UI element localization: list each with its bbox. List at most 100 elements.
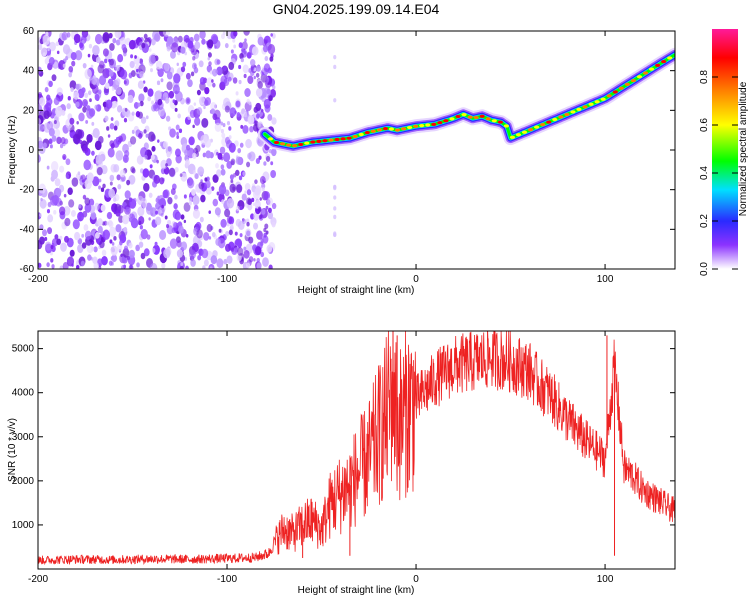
noise-speckle xyxy=(68,199,75,208)
noise-speckle xyxy=(190,259,196,267)
noise-speckle xyxy=(230,179,234,184)
noise-speckle xyxy=(228,76,232,82)
noise-speckle xyxy=(180,214,185,220)
noise-speckle xyxy=(54,129,61,137)
track-peak xyxy=(600,97,606,101)
noise-speckle xyxy=(155,210,159,215)
noise-speckle xyxy=(199,77,206,85)
noise-speckle xyxy=(47,227,53,235)
noise-speckle xyxy=(333,64,337,70)
noise-speckle xyxy=(198,181,205,190)
noise-speckle xyxy=(263,63,271,73)
noise-speckle xyxy=(83,224,89,231)
noise-speckle xyxy=(91,150,95,156)
noise-speckle xyxy=(114,31,122,39)
noise-speckle xyxy=(101,255,108,266)
noise-speckle xyxy=(96,166,103,176)
noise-speckle xyxy=(270,33,273,37)
noise-speckle xyxy=(221,132,226,139)
noise-speckle xyxy=(123,117,128,123)
noise-speckle xyxy=(183,194,187,199)
noise-speckle xyxy=(168,90,175,99)
noise-speckle xyxy=(87,53,91,58)
noise-speckle xyxy=(215,238,221,246)
noise-speckle xyxy=(232,186,236,191)
noise-speckle xyxy=(247,115,255,125)
noise-speckle xyxy=(77,244,84,253)
noise-speckle xyxy=(189,249,197,260)
colorbar-tick-label: 0.2 xyxy=(699,214,710,228)
noise-speckle xyxy=(224,208,231,218)
noise-speckle xyxy=(333,206,337,211)
noise-speckle xyxy=(90,211,97,220)
noise-speckle xyxy=(194,173,199,180)
noise-speckle xyxy=(117,54,124,63)
noise-speckle xyxy=(102,229,111,240)
noise-speckle xyxy=(100,187,105,193)
track-peak xyxy=(515,133,522,137)
noise-speckle xyxy=(208,236,212,240)
noise-speckle xyxy=(49,41,56,52)
noise-speckle xyxy=(51,135,57,142)
noise-speckle xyxy=(56,238,62,246)
noise-speckle xyxy=(218,228,222,233)
noise-speckle xyxy=(88,198,95,207)
noise-speckle xyxy=(108,32,113,39)
noise-speckle xyxy=(97,218,103,227)
noise-speckle xyxy=(163,248,171,259)
noise-speckle xyxy=(53,120,57,125)
noise-speckle xyxy=(166,71,173,80)
noise-speckle xyxy=(122,214,130,225)
noise-speckle xyxy=(61,31,68,41)
noise-speckle xyxy=(192,152,197,159)
track-peak xyxy=(630,78,637,83)
noise-speckle xyxy=(86,172,94,183)
noise-speckle xyxy=(115,86,122,95)
noise-speckle xyxy=(216,66,223,76)
noise-speckle xyxy=(155,60,163,70)
noise-speckle xyxy=(115,64,120,72)
track-peak xyxy=(612,90,618,94)
noise-speckle xyxy=(54,178,61,187)
noise-speckle xyxy=(230,223,234,228)
noise-speckle xyxy=(113,125,118,131)
noise-speckle xyxy=(109,43,115,51)
track-peak xyxy=(352,134,358,139)
track-peak xyxy=(588,102,594,106)
noise-speckle xyxy=(94,231,100,239)
noise-speckle xyxy=(43,122,51,133)
track-peak xyxy=(576,107,582,111)
noise-speckle xyxy=(139,225,143,230)
x-tick-label: -200 xyxy=(28,274,48,285)
noise-speckle xyxy=(162,141,169,149)
noise-speckle xyxy=(194,117,201,126)
noise-speckle xyxy=(38,155,41,160)
noise-speckle xyxy=(243,249,250,259)
noise-speckle xyxy=(247,198,253,206)
noise-speckle xyxy=(102,183,106,189)
noise-speckle xyxy=(42,142,47,149)
noise-speckle xyxy=(105,99,113,109)
noise-speckle xyxy=(83,100,88,107)
track-peak xyxy=(467,115,473,119)
noise-speckle xyxy=(56,50,60,55)
noise-speckle xyxy=(207,52,212,58)
spectrogram-track xyxy=(257,47,675,153)
noise-speckle xyxy=(269,56,274,62)
y-tick-label: 40 xyxy=(23,66,35,77)
noise-speckle xyxy=(255,102,262,112)
noise-speckle xyxy=(83,159,92,171)
noise-speckle xyxy=(210,108,216,115)
noise-speckle xyxy=(179,265,184,269)
noise-speckle xyxy=(173,73,181,84)
noise-speckle xyxy=(239,52,244,60)
noise-speckle xyxy=(98,265,102,269)
noise-speckle xyxy=(235,91,239,96)
noise-speckle xyxy=(247,203,253,211)
noise-speckle xyxy=(98,136,104,144)
noise-speckle xyxy=(204,86,210,95)
noise-speckle xyxy=(95,56,101,64)
noise-speckle xyxy=(177,35,183,43)
noise-speckle xyxy=(87,254,92,261)
